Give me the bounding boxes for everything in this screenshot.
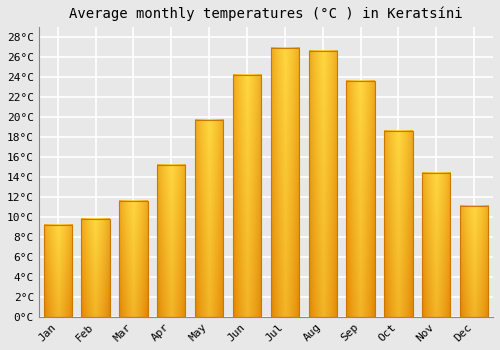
Bar xyxy=(119,201,148,317)
Bar xyxy=(422,173,450,317)
Bar xyxy=(270,48,299,317)
Bar xyxy=(346,81,375,317)
Bar xyxy=(308,51,337,317)
Bar xyxy=(157,165,186,317)
Title: Average monthly temperatures (°C ) in Keratsíni: Average monthly temperatures (°C ) in Ke… xyxy=(69,7,462,21)
Bar xyxy=(233,75,261,317)
Bar xyxy=(460,206,488,317)
Bar xyxy=(44,225,72,317)
Bar xyxy=(82,219,110,317)
Bar xyxy=(195,120,224,317)
Bar xyxy=(384,131,412,317)
